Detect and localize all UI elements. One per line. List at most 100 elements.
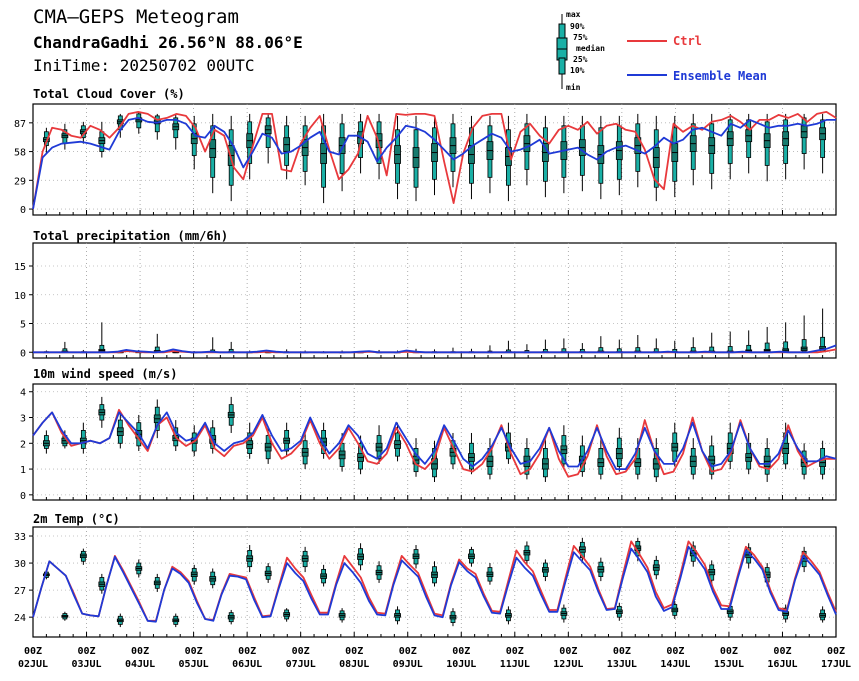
panel-title: 10m wind speed (m/s): [33, 367, 178, 381]
box-plot: [246, 545, 254, 573]
box-plot: [486, 115, 494, 194]
x-tick-date-label: 09JUL: [393, 659, 423, 670]
legend-box-label: max: [566, 10, 581, 19]
x-tick-hour-label: 00Z: [345, 646, 363, 657]
box-plot: [98, 322, 106, 353]
box-plot: [264, 563, 272, 583]
legend-box-label: min: [566, 82, 581, 92]
box-plot: [745, 432, 753, 475]
legend-box-label: 10%: [570, 66, 585, 75]
box-plot: [560, 425, 568, 470]
legend-box-lower: [558, 57, 566, 75]
panels: Total Cloud Cover (%) 0 29 58 87 Total precip…: [14, 87, 837, 638]
box-plot: [61, 611, 69, 621]
x-tick-hour-label: 00Z: [78, 646, 96, 657]
x-tick-hour-label: 00Z: [773, 646, 791, 657]
ensemble-mean-line: [32, 545, 837, 623]
y-tick-label: 10: [14, 291, 26, 302]
box-plot: [283, 115, 291, 180]
box-plot: [394, 115, 401, 200]
x-tick-date-label: 07JUL: [286, 659, 316, 670]
legend-box-label: 25%: [573, 55, 588, 64]
y-tick-label: 1: [20, 465, 26, 476]
box-plot: [153, 573, 161, 592]
x-tick-hour-label: 00Z: [720, 646, 738, 657]
box-plot: [560, 604, 568, 623]
x-tick-hour-label: 00Z: [185, 646, 203, 657]
box-plot: [782, 113, 790, 180]
box-plot: [615, 427, 623, 472]
x-tick-hour-label: 00Z: [559, 646, 577, 657]
legend-box-label: 90%: [570, 22, 585, 31]
x-axis: 00Z 02JUL 00Z 03JUL 00Z 04JUL 00Z 05JUL 00Z 06JUL…: [18, 646, 851, 670]
x-tick-date-label: 14JUL: [660, 659, 690, 670]
box-plot: [468, 115, 475, 200]
x-tick-hour-label: 00Z: [24, 646, 42, 657]
x-tick-date-label: 11JUL: [500, 659, 530, 670]
box-plot: [79, 422, 87, 454]
x-tick-date-label: 08JUL: [339, 659, 369, 670]
x-tick-hour-label: 00Z: [131, 646, 149, 657]
box-plot: [523, 541, 531, 565]
legend-mean-label: Ensemble Mean: [673, 69, 767, 83]
box-plot: [412, 545, 420, 569]
box-plot: [153, 399, 161, 439]
box-plot: [264, 113, 272, 164]
ctrl-series-line: [32, 111, 837, 210]
box-plot: [61, 123, 69, 150]
box-plot: [634, 335, 642, 353]
box-plot: [708, 560, 716, 585]
box-plot: [763, 113, 771, 182]
y-tick-label: 30: [14, 559, 26, 570]
y-tick-label: 0: [20, 205, 26, 216]
box-plot: [135, 559, 143, 578]
box-plot: [412, 115, 420, 202]
panel-4: 2m Temp (°C) 24 27 30 33: [14, 512, 837, 638]
ensemble-mean-line: [32, 117, 836, 210]
box-plot: [819, 308, 827, 353]
box-plot: [782, 604, 790, 623]
x-tick-date-label: 17JUL: [821, 659, 851, 670]
box-plot: [782, 322, 790, 353]
y-tick-label: 5: [20, 320, 26, 331]
x-tick-date-label: 02JUL: [18, 659, 48, 670]
y-tick-label: 0: [20, 348, 26, 359]
box-plot: [42, 430, 50, 454]
box-plot: [375, 561, 383, 583]
box-plot: [597, 336, 605, 353]
box-plot: [431, 115, 438, 196]
box-plot: [61, 341, 69, 353]
box-plot: [190, 564, 198, 585]
box-plot: [338, 608, 346, 623]
x-tick-date-label: 06JUL: [232, 659, 262, 670]
y-tick-label: 4: [20, 388, 26, 399]
box-plot: [763, 438, 771, 482]
box-plot: [505, 606, 512, 625]
x-tick-hour-label: 00Z: [399, 646, 417, 657]
box-plot: [431, 440, 438, 482]
x-tick-date-label: 04JUL: [125, 659, 155, 670]
box-plot: [227, 341, 235, 353]
box-plot: [172, 613, 180, 628]
box-plot: [246, 422, 254, 459]
x-tick-hour-label: 00Z: [666, 646, 684, 657]
box-plot: [671, 600, 679, 619]
box-plot: [689, 337, 697, 353]
box-plot: [671, 422, 679, 467]
x-tick-date-label: 05JUL: [179, 659, 209, 670]
box-plot: [652, 115, 660, 202]
box-plot: [800, 113, 808, 170]
y-tick-label: 24: [14, 613, 26, 624]
x-tick-date-label: 12JUL: [553, 659, 583, 670]
legend: max 90% 75%median 25% 10% min Ctrl Ensemble Mea…: [556, 10, 767, 92]
panel-frame: [32, 242, 837, 359]
location-label: ChandraGadhi 26.56°N 88.06°E: [33, 33, 303, 52]
box-plot: [819, 113, 827, 174]
box-plot: [689, 438, 697, 480]
x-tick-date-label: 10JUL: [446, 659, 476, 670]
box-plot: [486, 563, 494, 585]
y-tick-label: 33: [14, 532, 26, 543]
x-tick-hour-label: 00Z: [506, 646, 524, 657]
x-tick-hour-label: 00Z: [292, 646, 310, 657]
